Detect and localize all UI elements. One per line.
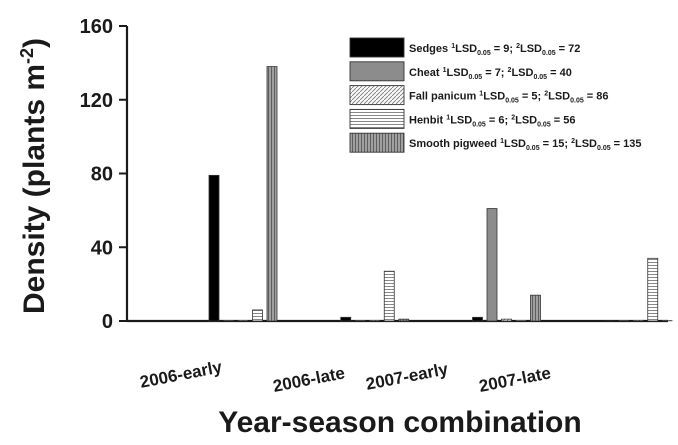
bar-fall-panicum-2007-early bbox=[501, 318, 512, 322]
bar-henbit-2007-late bbox=[647, 257, 659, 322]
legend: Sedges 1LSD0.05 = 9; 2LSD0.05 = 72 Cheat … bbox=[345, 34, 663, 154]
y-axis-title-close: ) bbox=[18, 38, 51, 48]
bar-henbit-2007-early bbox=[515, 320, 527, 322]
legend-label: Sedges 1LSD0.05 = 9; 2LSD0.05 = 72 bbox=[409, 43, 580, 57]
legend-swatch bbox=[349, 132, 405, 153]
y-tick-label: 160 bbox=[80, 16, 113, 38]
legend-swatch bbox=[349, 108, 405, 129]
bar-cheat-2006-late bbox=[355, 320, 366, 322]
bar-fall-panicum-2006-late bbox=[369, 320, 380, 322]
legend-swatch bbox=[349, 37, 405, 58]
bar-sedges-2007-early bbox=[472, 316, 483, 322]
y-axis-title-main: Density (plants m bbox=[18, 64, 51, 314]
bar-cheat-2007-early bbox=[486, 208, 498, 322]
bar-cheat-2007-late bbox=[618, 320, 629, 322]
legend-label: Fall panicum 1LSD0.05 = 5; 2LSD0.05 = 86 bbox=[409, 91, 609, 105]
y-tick-label: 80 bbox=[91, 164, 113, 186]
bar-smooth-pigweed-2006-early bbox=[266, 66, 278, 322]
bar-fall-panicum-2006-early bbox=[237, 320, 249, 322]
bar-smooth-pigweed-2007-early bbox=[530, 294, 541, 322]
bar-smooth-pigweed-2007-late bbox=[662, 320, 673, 322]
x-category-label: 2007-late bbox=[477, 363, 552, 396]
legend-label: Henbit 1LSD0.05 = 6; 2LSD0.05 = 56 bbox=[409, 114, 576, 128]
bar-sedges-2007-late bbox=[604, 320, 615, 322]
y-axis-title: Density (plants m-2) bbox=[17, 38, 51, 314]
x-category-label: 2006-early bbox=[138, 357, 224, 392]
bar-smooth-pigweed-2006-late bbox=[398, 318, 410, 322]
x-axis-title: Year-season combination bbox=[218, 406, 581, 439]
x-category-labels: 2006-early 2006-late 2007-early 2007-late bbox=[138, 357, 552, 396]
bar-cheat-2006-early bbox=[223, 320, 234, 322]
y-tick-labels: 0 40 80 120 160 bbox=[80, 16, 113, 333]
legend-label: Smooth pigweed 1LSD0.05 = 15; 2LSD0.05 =… bbox=[409, 138, 642, 152]
y-tick-label: 40 bbox=[91, 237, 113, 259]
bar-sedges-2006-late bbox=[340, 316, 352, 322]
y-axis-title-sup: -2 bbox=[17, 48, 37, 64]
y-tick-label: 0 bbox=[102, 311, 113, 333]
bar-henbit-2006-late bbox=[383, 270, 395, 322]
bar-fall-panicum-2007-late bbox=[633, 320, 644, 322]
bar-henbit-2006-early bbox=[252, 309, 263, 322]
legend-label: Cheat 1LSD0.05 = 7; 2LSD0.05 = 40 bbox=[409, 67, 572, 81]
bar-sedges-2006-early bbox=[208, 174, 220, 322]
x-category-label: 2006-late bbox=[271, 363, 346, 396]
y-tick-label: 120 bbox=[80, 90, 113, 112]
legend-swatch bbox=[349, 85, 405, 106]
legend-swatch bbox=[349, 61, 405, 82]
x-category-label: 2007-early bbox=[364, 359, 450, 394]
bars bbox=[208, 66, 673, 322]
